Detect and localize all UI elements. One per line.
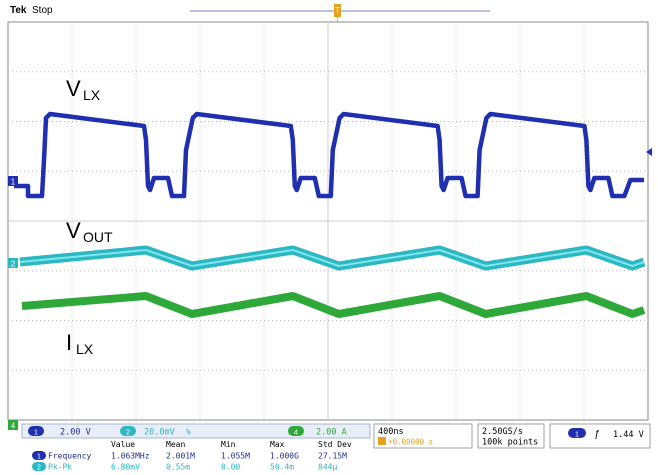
meas-row2-min: 0.00 — [221, 463, 240, 472]
meas-row1-max: 1.000G — [270, 452, 299, 461]
ch1-ground-marker[interactable]: 1 — [8, 176, 18, 187]
ch1-marker-label: 1 — [11, 178, 16, 187]
vout-sub: OUT — [83, 229, 113, 245]
ch2-badge-label: 2 — [126, 428, 130, 437]
meas-row1-min: 1.055M — [221, 452, 250, 461]
meas-row2-mean: 0.55m — [166, 463, 190, 472]
trigger-position-marker[interactable]: T — [334, 4, 341, 17]
vlx-main: V — [66, 76, 81, 101]
timebase-panel[interactable]: 400ns +0.00000 s — [373, 423, 473, 449]
meas-header-stddev: Std Dev — [318, 440, 352, 449]
trigger-panel[interactable]: 1 ƒ 1.44 V — [549, 423, 651, 449]
meas-row2-badge-icon — [32, 462, 46, 471]
ch2-bandwidth: % — [186, 428, 191, 437]
meas-row1-ch: 1 — [37, 454, 41, 461]
meas-header-mean: Mean — [166, 440, 185, 449]
ch4-badge-label: 4 — [294, 428, 298, 437]
trigger-level: 1.44 V — [613, 430, 644, 440]
ch2-marker-label: 2 — [11, 260, 16, 269]
trigger-position-value: +0.00000 s — [388, 438, 433, 447]
ilx-waveform — [21, 292, 646, 318]
ch2-badge-icon — [120, 426, 136, 436]
ilx-main: I — [66, 330, 72, 355]
table-row[interactable]: 1 Frequency 1.063MHz 2.001M 1.055M 1.000… — [32, 451, 347, 461]
vout-annotation: V OUT — [66, 218, 113, 245]
vlx-annotation: V LX — [66, 76, 101, 103]
trigger-marker-label: T — [335, 6, 340, 15]
meas-row1-mean: 2.001M — [166, 452, 195, 461]
meas-header-max: Max — [270, 440, 285, 449]
meas-row2-max: 50.4m — [270, 463, 294, 472]
vout-main: V — [66, 218, 81, 243]
meas-row1-name: Frequency — [48, 452, 92, 461]
meas-row1-value: 1.063MHz — [111, 452, 150, 461]
meas-row2-name: Pk-Pk — [48, 463, 72, 472]
vlx-sub: LX — [83, 87, 101, 103]
timebase-value: 400ns — [378, 427, 404, 437]
acquisition-status: Stop — [32, 5, 53, 16]
record-length: 100k points — [482, 438, 538, 448]
vlx-waveform — [14, 111, 644, 199]
trigger-slope-icon: ƒ — [594, 429, 600, 440]
ch1-badge-icon — [28, 426, 44, 436]
ilx-annotation: I LX — [66, 330, 94, 357]
trigger-source: 1 — [575, 430, 579, 439]
trigger-pos-icon — [378, 437, 386, 445]
ch4-scale: 2.00 A — [316, 428, 347, 438]
trigger-level-marker[interactable] — [646, 148, 652, 156]
channel-scale-panel[interactable]: 1 2.00 V 2 20.0mV % 4 2.00 A — [21, 423, 371, 439]
meas-row1-badge-icon — [32, 451, 46, 460]
measurement-table: Value Mean Min Max Std Dev 1 Frequency 1… — [32, 440, 352, 472]
sample-rate: 2.50GS/s — [482, 427, 523, 437]
meas-row2-stddev: 844μ — [318, 463, 337, 472]
trigger-source-icon — [568, 428, 586, 438]
ilx-sub: LX — [76, 341, 94, 357]
ch1-badge-label: 1 — [34, 428, 38, 437]
ch4-marker-label: 4 — [11, 422, 16, 431]
meas-header-value: Value — [111, 440, 135, 449]
ch4-ground-marker[interactable]: 4 — [8, 420, 18, 431]
meas-header-min: Min — [221, 440, 236, 449]
ch4-badge-icon — [288, 426, 304, 436]
vout-waveform-core — [19, 249, 645, 267]
meas-row2-ch: 2 — [37, 465, 41, 472]
brand-label: Tek — [10, 5, 27, 16]
ch2-scale: 20.0mV — [144, 428, 175, 438]
ch1-scale: 2.00 V — [60, 428, 91, 438]
table-row[interactable]: 2 Pk-Pk 6.80mV 0.55m 0.00 50.4m 844μ — [32, 462, 337, 472]
acquisition-panel[interactable]: 2.50GS/s 100k points — [477, 423, 545, 449]
meas-row2-value: 6.80mV — [111, 463, 140, 472]
meas-row1-stddev: 27.15M — [318, 452, 347, 461]
ch2-ground-marker[interactable]: 2 — [8, 258, 18, 269]
